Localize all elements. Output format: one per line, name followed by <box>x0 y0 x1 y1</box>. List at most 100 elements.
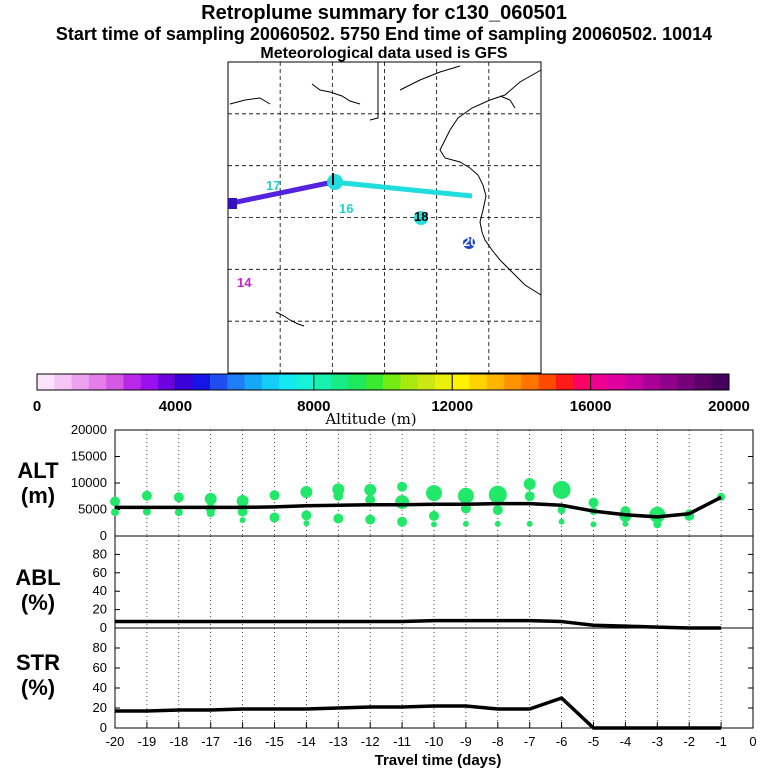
x-tick-label: -16 <box>233 734 252 749</box>
day-marker-18: 18 <box>414 209 428 225</box>
colorbar-cell <box>400 374 419 390</box>
time-series-panels: 0 5000 10000 15000 20000 0 20 40 60 80 0 20 40 60 80… <box>15 422 756 768</box>
day-marker-label: 20 <box>463 234 477 249</box>
track-start-marker <box>228 198 237 209</box>
x-tick-label: -11 <box>393 734 411 749</box>
day-marker-17: 17 <box>266 178 280 193</box>
colorbar-cell <box>486 374 505 390</box>
alt-ytick-label: 15000 <box>71 449 107 464</box>
abl-panel: 0 20 40 60 80 <box>93 536 753 635</box>
alt-scatter-point <box>523 478 536 491</box>
x-tick-label: -8 <box>492 734 504 749</box>
track-east-segment <box>332 179 473 199</box>
alt-scatter-point <box>649 506 666 523</box>
colorbar-cell <box>625 374 643 390</box>
str-ytick-label: 80 <box>93 640 107 655</box>
alt-scatter-point <box>492 505 503 516</box>
alt-scatter-point <box>174 508 183 517</box>
str-panel-label: STR <box>16 650 60 675</box>
coastline <box>229 62 542 327</box>
alt-scatter-point <box>364 483 377 496</box>
colorbar-cell <box>434 374 453 390</box>
alt-scatter-point <box>365 514 376 525</box>
alt-scatter-point <box>552 480 571 499</box>
alt-scatter-point <box>111 508 119 517</box>
x-tick-label: -2 <box>683 734 695 749</box>
abl-series-line <box>115 618 722 630</box>
x-tick-label: -7 <box>524 734 536 749</box>
colorbar-cell <box>642 374 661 390</box>
colorbar-tick-label: 0 <box>33 398 41 415</box>
alt-scatter-point <box>303 520 310 527</box>
day-marker-label: 18 <box>414 209 428 224</box>
colorbar-cell <box>677 374 695 390</box>
colorbar-cell <box>469 374 488 390</box>
str-panel: 0 20 40 60 80 <box>93 628 753 735</box>
day-marker-dot <box>414 211 428 225</box>
colorbar-cell <box>244 374 263 390</box>
str-ytick-label: 60 <box>93 660 107 675</box>
day-marker-label: 14 <box>237 275 252 290</box>
day-marker-16: 16 <box>339 201 353 216</box>
alt-scatter-point <box>141 490 152 501</box>
track-west-segment <box>231 179 334 206</box>
alt-scatter-point <box>333 490 344 501</box>
alt-scatter-point <box>397 481 408 492</box>
alt-scatter-point <box>110 496 120 507</box>
colorbar-cell <box>296 374 315 390</box>
colorbar-cell <box>452 374 470 390</box>
alt-scatter-point <box>269 512 280 523</box>
colorbar-cell <box>521 374 540 390</box>
colorbar-tick-label: 8000 <box>297 398 330 415</box>
alt-scatter-point <box>653 520 662 529</box>
alt-series-line <box>115 495 722 519</box>
alt-scatter-point <box>269 490 280 501</box>
x-tick-label: -13 <box>329 734 348 749</box>
alt-scatter-point <box>590 521 597 528</box>
alt-scatter-point <box>206 509 215 518</box>
x-tick-label: -9 <box>460 734 472 749</box>
colorbar-cell <box>383 374 401 390</box>
x-tick-label: -5 <box>588 734 600 749</box>
travel-time-axis: -20 -19 -18 -17 -16 -15 -14 -13 -12 -11 -10 -9 -8 -7-… <box>106 722 757 749</box>
colorbar-cell <box>54 374 73 390</box>
str-ytick-label: 0 <box>100 720 107 735</box>
alt-scatter-point <box>365 494 376 505</box>
alt-scatter-point <box>236 495 249 508</box>
alt-scatter-point <box>204 492 217 505</box>
alt-panel: 0 5000 10000 15000 20000 <box>71 422 753 543</box>
colorbar-axis-label: Altitude (m) <box>324 410 416 428</box>
x-tick-label: 0 <box>749 734 756 749</box>
alt-scatter-point <box>397 516 408 527</box>
colorbar-cell <box>417 374 436 390</box>
map-panel: 17 16 18 20 14 <box>227 61 542 374</box>
colorbar-cell <box>659 374 678 390</box>
alt-ytick-label: 10000 <box>71 475 107 490</box>
alt-scatter-point <box>557 506 566 515</box>
colorbar-tick-label: 12000 <box>431 398 473 415</box>
colorbar-cell <box>694 374 713 390</box>
colorbar-cell <box>71 374 90 390</box>
colorbar-tick-label: 4000 <box>159 398 192 415</box>
x-tick-label: -10 <box>425 734 444 749</box>
sampling-times: Start time of sampling 20060502. 5750 En… <box>55 24 713 44</box>
alt-scatter-point <box>333 513 344 524</box>
colorbar-cell <box>365 374 384 390</box>
alt-scatter-point <box>300 486 313 499</box>
alt-panel-label: ALT <box>17 458 59 483</box>
alt-scatter-point <box>494 520 501 527</box>
alt-ytick-label: 0 <box>100 528 107 543</box>
colorbar-cell <box>88 374 107 390</box>
alt-scatter-point <box>524 491 535 502</box>
alt-unit-label: (m) <box>21 483 55 508</box>
colorbar-cells <box>37 374 730 390</box>
colorbar-cell <box>348 374 367 390</box>
x-axis-label: Travel time (days) <box>375 752 502 768</box>
x-tick-label: -15 <box>265 734 284 749</box>
abl-ytick-label: 0 <box>100 620 107 635</box>
alt-ytick-label: 5000 <box>78 502 107 517</box>
alt-scatter-point <box>301 510 312 521</box>
abl-ytick-label: 80 <box>93 546 107 561</box>
x-tick-label: -3 <box>652 734 664 749</box>
